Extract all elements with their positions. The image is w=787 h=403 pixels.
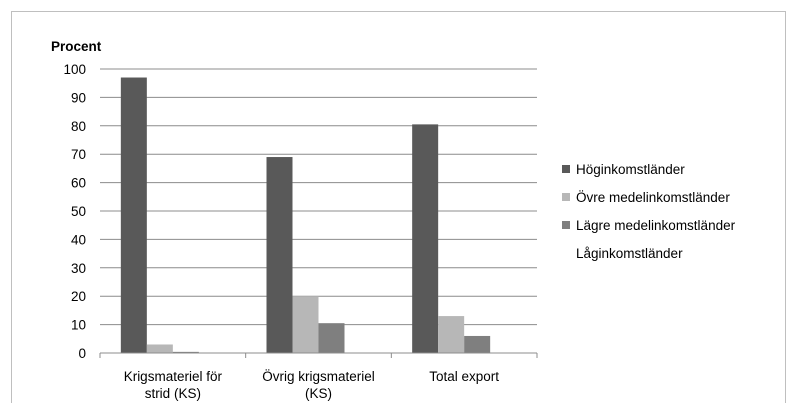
legend-swatch xyxy=(562,221,570,229)
category-label: Total export xyxy=(429,369,499,384)
y-tick-labels: 0 10 20 30 40 50 60 70 80 90 100 xyxy=(63,62,86,361)
category-label: Övrig krigsmateriel (KS) xyxy=(262,369,375,401)
y-tick-label: 30 xyxy=(71,261,86,276)
legend-label: Låginkomstländer xyxy=(576,246,683,261)
legend-label: Övre medelinkomstländer xyxy=(576,190,730,205)
y-tick-label: 60 xyxy=(71,176,86,191)
category-label: Krigsmateriel för strid (KS) xyxy=(124,369,223,401)
x-axis xyxy=(99,352,538,358)
legend: Höginkomstländer Övre medelinkomstländer L… xyxy=(562,162,736,261)
y-tick-label: 100 xyxy=(63,62,86,77)
y-tick-label: 50 xyxy=(71,204,86,219)
y-tick-label: 10 xyxy=(71,318,86,333)
y-axis-title: Procent xyxy=(51,39,102,54)
y-tick-label: 90 xyxy=(71,90,86,105)
chart-frame xyxy=(11,11,786,403)
bar xyxy=(412,124,439,353)
bar xyxy=(146,344,173,353)
bars xyxy=(120,77,491,354)
bar xyxy=(318,323,345,353)
bar xyxy=(292,296,319,353)
category-labels: Krigsmateriel för strid (KS) Övrig krigsma… xyxy=(124,369,500,401)
bar xyxy=(464,335,491,353)
y-tick-label: 70 xyxy=(71,147,86,162)
gridlines xyxy=(100,68,537,326)
bar xyxy=(120,77,147,354)
y-tick-label: 80 xyxy=(71,119,86,134)
y-tick-label: 40 xyxy=(71,232,86,247)
bar xyxy=(266,157,293,353)
legend-label: Höginkomstländer xyxy=(576,162,685,177)
y-tick-label: 20 xyxy=(71,289,86,304)
legend-swatch xyxy=(562,165,570,173)
y-tick-label: 0 xyxy=(78,346,86,361)
legend-swatch xyxy=(562,193,570,201)
bar xyxy=(172,351,199,353)
bar xyxy=(438,316,465,353)
legend-label: Lägre medelinkomstländer xyxy=(576,218,736,233)
